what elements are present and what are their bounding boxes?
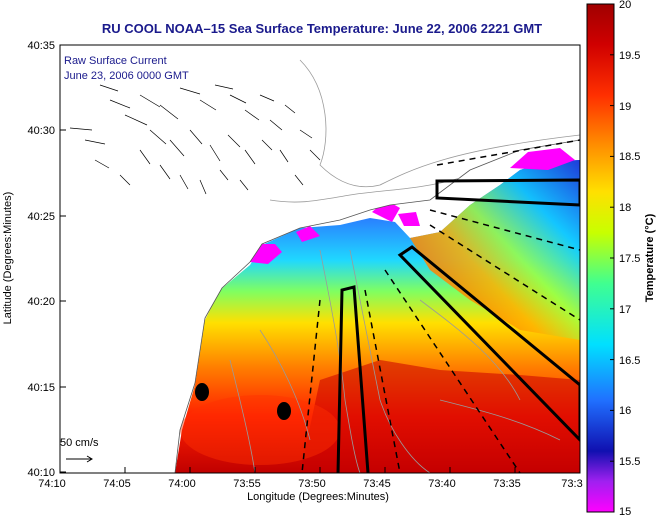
- sst-hot-south: [300, 360, 580, 473]
- colorbar-tick-label: 17.5: [619, 253, 640, 265]
- colorbar: 20 19.5 19 18.5 18 17.5 17 16.5 16 15.5 …: [586, 0, 656, 518]
- x-tick-label: 73:55: [233, 478, 261, 490]
- colorbar-tick-label: 18.5: [619, 151, 640, 163]
- track-box-2: [397, 245, 580, 443]
- colorbar-tick-label: 15: [619, 506, 631, 518]
- track-box-3: [435, 178, 580, 207]
- sst-warm-east: [410, 160, 580, 340]
- transect-tracks: [336, 178, 580, 473]
- cold-edge-patches: [250, 148, 575, 264]
- x-tick-label: 73:50: [298, 478, 326, 490]
- land-north: [60, 45, 580, 473]
- x-tick-label: 74:00: [168, 478, 196, 490]
- y-ticks: 40:35 40:30 40:25 40:20 40:15 40:10: [27, 40, 66, 479]
- colorbar-tick-label: 15.5: [619, 456, 640, 468]
- x-tick-label: 74:10: [38, 478, 66, 490]
- marker-1: [195, 383, 209, 401]
- x-tick-label: 74:05: [103, 478, 131, 490]
- track-box-1: [336, 285, 370, 473]
- colorbar-tick-label: 17: [619, 304, 631, 316]
- x-ticks: 74:10 74:05 74:00 73:55 73:50 73:45 73:4…: [38, 467, 583, 490]
- surface-current-vectors: [69, 84, 321, 195]
- colorbar-tick-label: 20: [619, 0, 631, 11]
- map-area: Raw Surface Current June 23, 2006 0000 G…: [60, 45, 580, 473]
- map-title: RU COOL NOAA–15 Sea Surface Temperature:…: [102, 21, 542, 36]
- scale-label: 50 cm/s: [60, 437, 99, 449]
- y-tick-label: 40:30: [27, 125, 55, 137]
- sst-warm-patch: [180, 395, 340, 465]
- y-tick-label: 40:35: [27, 40, 55, 52]
- colorbar-tick-label: 16.5: [619, 355, 640, 367]
- y-tick-label: 40:10: [27, 467, 55, 479]
- overlay-line-1: Raw Surface Current: [64, 55, 167, 67]
- colorbar-tick-label: 18: [619, 202, 631, 214]
- overlay-line-2: June 23, 2006 0000 GMT: [64, 70, 189, 82]
- colorbar-ticks: [610, 3, 614, 513]
- colorbar-tick-label: 19.5: [619, 50, 640, 62]
- colorbar-gradient: [586, 3, 615, 513]
- x-axis-label: Longitude (Degrees:Minutes): [247, 491, 389, 503]
- y-tick-label: 40:20: [27, 296, 55, 308]
- colorbar-tick-label: 16: [619, 405, 631, 417]
- y-tick-label: 40:25: [27, 211, 55, 223]
- x-tick-label: 73:45: [363, 478, 391, 490]
- bathymetry-contours: [229, 59, 580, 473]
- x-tick-label: 73:40: [428, 478, 456, 490]
- scale-arrow: [66, 455, 93, 463]
- x-tick-label: 73:35: [493, 478, 521, 490]
- y-axis-label: Latitude (Degrees:Minutes): [2, 192, 14, 325]
- colorbar-label: Temperature (°C): [644, 213, 656, 302]
- x-tick-label: 73:3: [561, 478, 582, 490]
- colorbar-tick-label: 19: [619, 101, 631, 113]
- marker-2: [277, 402, 291, 420]
- y-tick-label: 40:15: [27, 382, 55, 394]
- transect-dashed-lines: [301, 139, 580, 473]
